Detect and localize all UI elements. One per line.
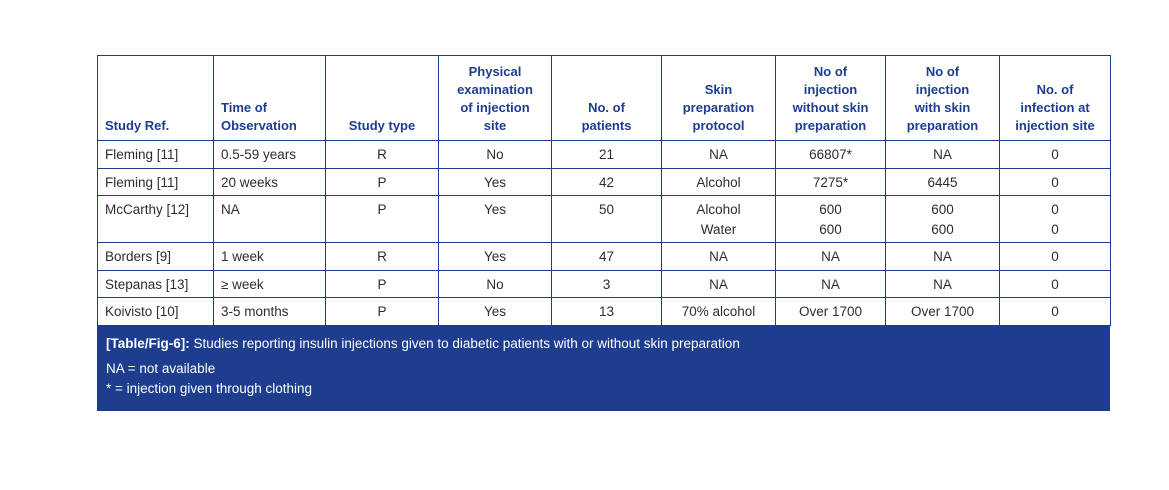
table-cell: 3 — [551, 269, 662, 299]
table-row: Koivisto [10] 3-5 months P Yes 13 70% al… — [97, 297, 1111, 326]
table-row: McCarthy [12] NA P Yes 50 Alcohol Water … — [97, 195, 1111, 244]
caption-note-na: NA = not available — [106, 361, 216, 377]
table-cell: 600 600 — [885, 195, 1000, 244]
table-cell: Stepanas [13] — [97, 269, 214, 299]
table-cell: Fleming [11] — [97, 140, 214, 169]
table-cell: Alcohol — [661, 167, 776, 197]
caption-title-line: [Table/Fig-6]: Studies reporting insulin… — [106, 334, 1101, 354]
table-cell: 0.5-59 years — [213, 140, 326, 169]
table-cell: NA — [661, 242, 776, 271]
table-row: Borders [9] 1 week R Yes 47 NA NA NA 0 — [97, 242, 1111, 271]
table-cell: NA — [661, 269, 776, 299]
col-header-infection-at-injection-site: No. of infection at injection site — [999, 55, 1111, 141]
table-cell: 1 week — [213, 242, 326, 271]
table-cell: 3-5 months — [213, 297, 326, 326]
table-cell: 13 — [551, 297, 662, 326]
table-cell: Borders [9] — [97, 242, 214, 271]
table-cell: 0 — [999, 269, 1111, 299]
table-cell: 50 — [551, 195, 662, 244]
table-cell: 70% alcohol — [661, 297, 776, 326]
table-cell: P — [325, 269, 439, 299]
table-cell: 0 — [999, 140, 1111, 169]
col-header-no-of-patients: No. of patients — [551, 55, 662, 141]
table-row: Fleming [11] 0.5-59 years R No 21 NA 668… — [97, 140, 1111, 169]
table-cell: 20 weeks — [213, 167, 326, 197]
header-row: Study Ref. Time of Observation Study typ… — [97, 55, 1111, 141]
table-cell: 0 — [999, 242, 1111, 271]
table-cell: NA — [775, 242, 886, 271]
table-cell: No — [438, 140, 552, 169]
table-cell: Over 1700 — [885, 297, 1000, 326]
table-cell: NA — [775, 269, 886, 299]
table-row: Stepanas [13] ≥ week P No 3 NA NA NA 0 — [97, 269, 1111, 299]
col-header-skin-preparation-protocol: Skin preparation protocol — [661, 55, 776, 141]
studies-table: Study Ref. Time of Observation Study typ… — [97, 55, 1111, 326]
caption-text: Studies reporting insulin injections giv… — [193, 335, 740, 351]
table-cell: NA — [885, 140, 1000, 169]
table-cell: McCarthy [12] — [97, 195, 214, 244]
table-cell: NA — [885, 242, 1000, 271]
table-cell: 21 — [551, 140, 662, 169]
table-cell: 600 600 — [775, 195, 886, 244]
table-cell: Fleming [11] — [97, 167, 214, 197]
table-figure: Study Ref. Time of Observation Study typ… — [97, 55, 1111, 411]
table-cell: P — [325, 167, 439, 197]
table-cell: Alcohol Water — [661, 195, 776, 244]
table-cell: R — [325, 242, 439, 271]
table-cell: Koivisto [10] — [97, 297, 214, 326]
col-header-physical-examination: Physical examination of injection site — [438, 55, 552, 141]
col-header-study-type: Study type — [325, 55, 439, 141]
table-cell: Yes — [438, 242, 552, 271]
table-cell: 0 0 — [999, 195, 1111, 244]
table-cell: 42 — [551, 167, 662, 197]
table-cell: Yes — [438, 195, 552, 244]
col-header-study-ref: Study Ref. — [97, 55, 214, 141]
table-cell: 0 — [999, 297, 1111, 326]
table-cell: NA — [661, 140, 776, 169]
table-cell: Yes — [438, 297, 552, 326]
col-header-injection-with-skin-prep: No of injection with skin preparation — [885, 55, 1000, 141]
table-cell: ≥ week — [213, 269, 326, 299]
table-cell: Yes — [438, 167, 552, 197]
table-cell: 66807* — [775, 140, 886, 169]
table-caption: [Table/Fig-6]: Studies reporting insulin… — [97, 325, 1110, 411]
table-cell: 7275* — [775, 167, 886, 197]
table-cell: P — [325, 297, 439, 326]
table-cell: No — [438, 269, 552, 299]
caption-note-asterisk: * = injection given through clothing — [106, 381, 313, 397]
col-header-time-of-observation: Time of Observation — [213, 55, 326, 141]
table-cell: 47 — [551, 242, 662, 271]
table-cell: Over 1700 — [775, 297, 886, 326]
table-cell: R — [325, 140, 439, 169]
table-row: Fleming [11] 20 weeks P Yes 42 Alcohol 7… — [97, 167, 1111, 197]
table-cell: 0 — [999, 167, 1111, 197]
table-cell: P — [325, 195, 439, 244]
caption-label: [Table/Fig-6]: — [106, 335, 190, 351]
table-cell: 6445 — [885, 167, 1000, 197]
table-cell: NA — [885, 269, 1000, 299]
col-header-injection-without-skin-prep: No of injection without skin preparation — [775, 55, 886, 141]
table-cell: NA — [213, 195, 326, 244]
